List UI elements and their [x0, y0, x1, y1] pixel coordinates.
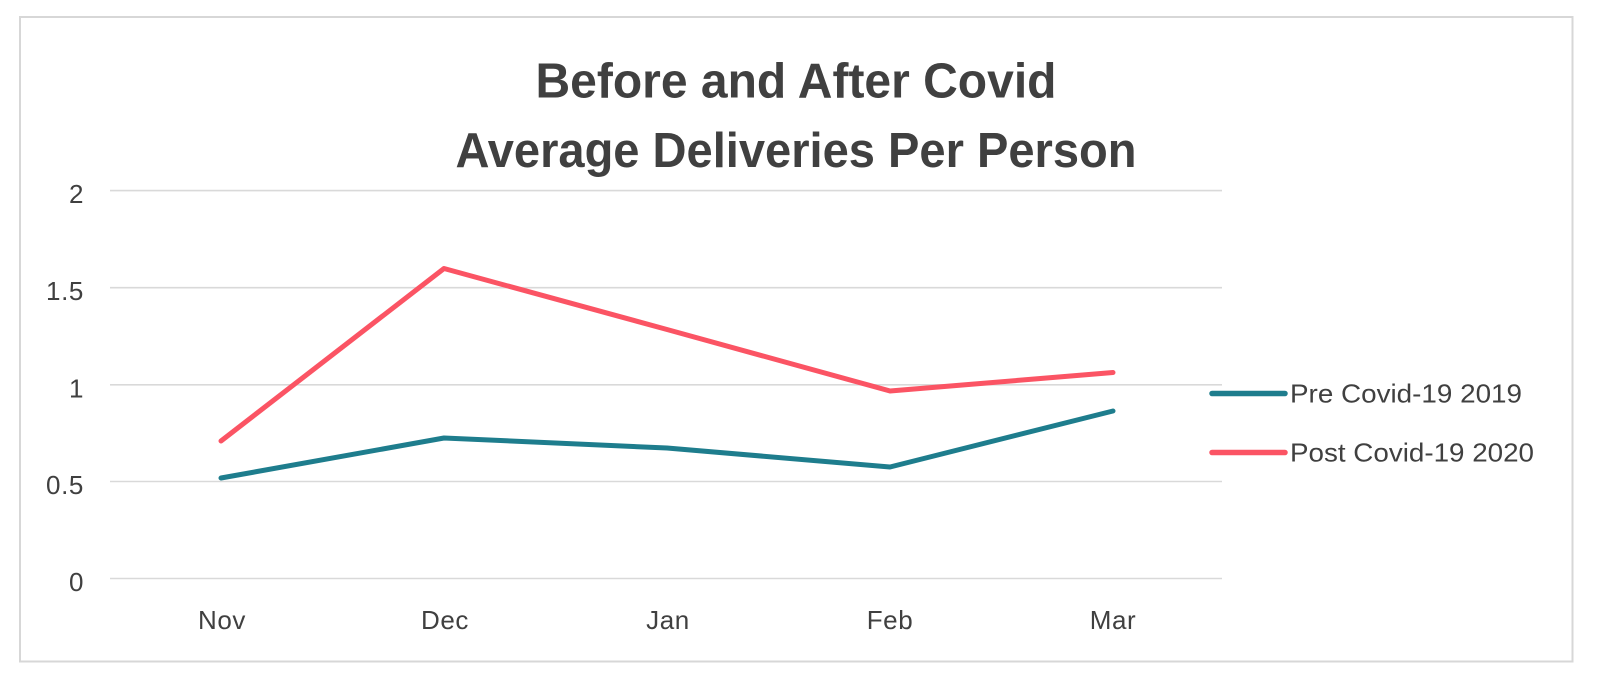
svg-text:Pre Covid-19 2019: Pre Covid-19 2019 — [1290, 379, 1522, 409]
svg-text:Feb: Feb — [867, 605, 914, 635]
svg-text:Mar: Mar — [1090, 605, 1137, 635]
svg-text:0.5: 0.5 — [46, 470, 84, 500]
svg-text:2: 2 — [69, 179, 84, 209]
svg-text:0: 0 — [69, 567, 84, 597]
svg-text:Before and After Covid: Before and After Covid — [536, 55, 1057, 109]
svg-text:Average Deliveries Per Person: Average Deliveries Per Person — [456, 124, 1137, 178]
svg-text:1.5: 1.5 — [46, 276, 84, 306]
svg-text:Post Covid-19 2020: Post Covid-19 2020 — [1290, 438, 1534, 468]
svg-text:Nov: Nov — [198, 605, 246, 635]
svg-text:Jan: Jan — [646, 605, 690, 635]
svg-text:Dec: Dec — [421, 605, 469, 635]
svg-text:1: 1 — [69, 373, 84, 403]
